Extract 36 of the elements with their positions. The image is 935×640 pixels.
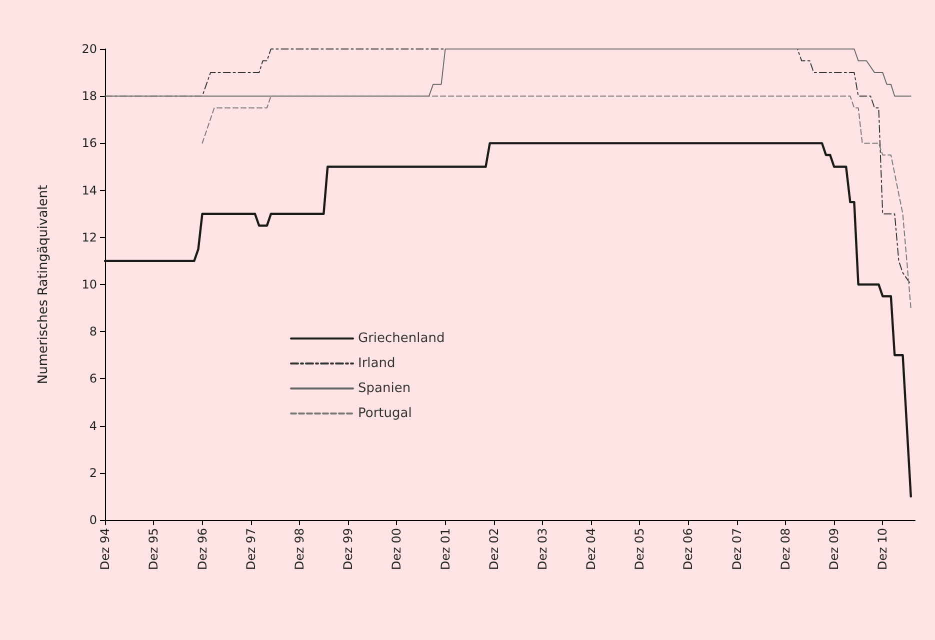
y-tick-label: 6 xyxy=(89,372,97,386)
legend-label: Griechenland xyxy=(358,331,445,346)
x-tick-label: Dez 99 xyxy=(340,528,355,570)
x-tick-label: Dez 09 xyxy=(827,528,842,570)
y-tick-label: 20 xyxy=(82,42,97,56)
y-tick-label: 12 xyxy=(82,230,97,244)
x-tick-label: Dez 08 xyxy=(778,528,793,570)
x-tick-label: Dez 00 xyxy=(390,528,404,570)
x-tick-label: Dez 97 xyxy=(244,528,258,570)
y-tick-label: 14 xyxy=(82,183,97,198)
x-tick-label: Dez 07 xyxy=(730,528,744,570)
x-tick-label: Dez 01 xyxy=(438,528,452,570)
x-tick-label: Dez 95 xyxy=(146,528,161,570)
y-tick-label: 10 xyxy=(82,278,97,292)
y-axis-title: Numerisches Ratingäquivalent xyxy=(36,184,51,384)
line-series xyxy=(104,48,912,97)
x-tick-label: Dez 02 xyxy=(486,528,501,570)
x-tick-label: Dez 94 xyxy=(98,528,112,570)
x-tick-label: Dez 06 xyxy=(681,528,696,570)
line-series xyxy=(202,96,912,309)
y-tick-label: 4 xyxy=(89,418,97,433)
legend-label: Portugal xyxy=(358,406,412,421)
y-tick-label: 2 xyxy=(89,466,97,480)
x-tick-label: Dez 96 xyxy=(195,528,210,570)
x-tick-label: Dez 10 xyxy=(876,528,890,570)
x-tick-label: Dez 98 xyxy=(292,528,306,570)
y-tick-label: 8 xyxy=(89,324,97,339)
y-tick-label: 16 xyxy=(82,136,97,150)
x-tick-label: Dez 03 xyxy=(535,528,550,570)
y-tick-label: 18 xyxy=(82,89,97,104)
legend-label: Spanien xyxy=(358,381,411,396)
legend-label: Irland xyxy=(358,356,396,371)
y-tick-label: 0 xyxy=(89,513,97,527)
line-series xyxy=(104,142,912,498)
x-tick-label: Dez 04 xyxy=(584,528,598,570)
x-tick-label: Dez 05 xyxy=(632,528,647,570)
